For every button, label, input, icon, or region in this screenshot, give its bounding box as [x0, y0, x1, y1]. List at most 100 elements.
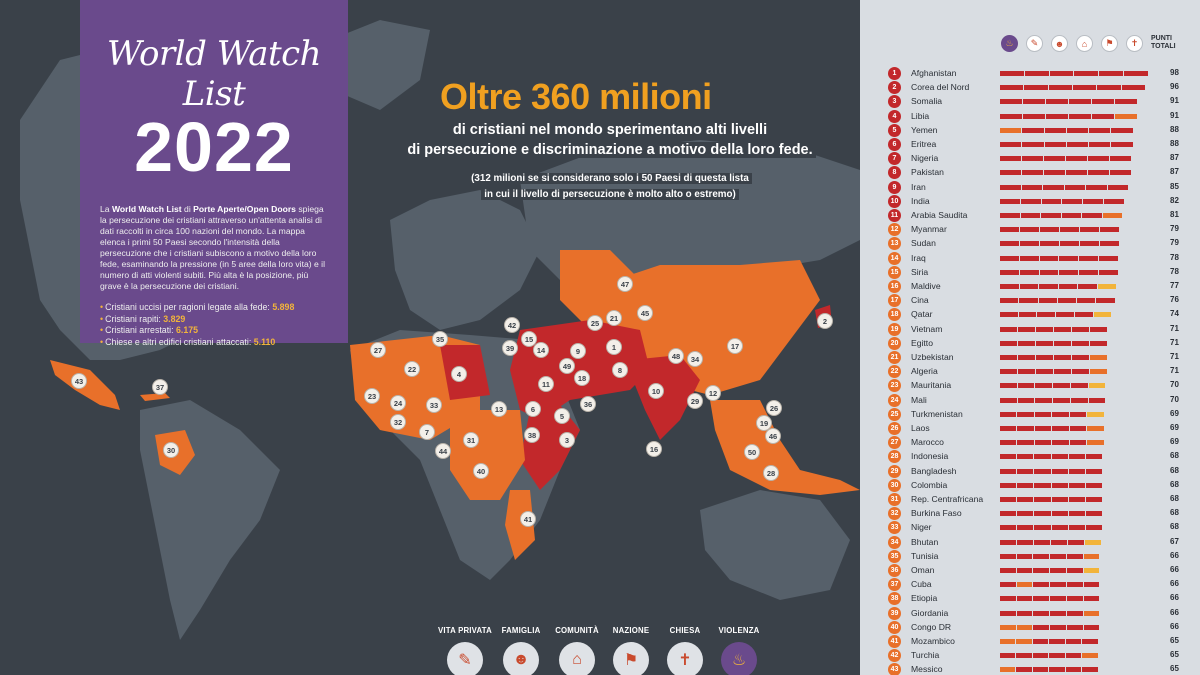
- country-row[interactable]: 11 Arabia Saudita 81: [888, 208, 1188, 222]
- country-row[interactable]: 2 Corea del Nord 96: [888, 80, 1188, 95]
- map-marker-44[interactable]: 44: [435, 443, 451, 459]
- map-marker-25[interactable]: 25: [587, 315, 603, 331]
- country-row[interactable]: 38 Etiopia 66: [888, 591, 1188, 606]
- country-row[interactable]: 10 India 82: [888, 194, 1188, 208]
- total-score: 78: [1170, 252, 1179, 262]
- country-row[interactable]: 39 Giordania 66: [888, 606, 1188, 620]
- map-marker-16[interactable]: 16: [646, 441, 662, 457]
- country-row[interactable]: 3 Somalia 91: [888, 94, 1188, 109]
- map-marker-23[interactable]: 23: [364, 388, 380, 404]
- country-row[interactable]: 18 Qatar 74: [888, 307, 1188, 322]
- map-marker-12[interactable]: 12: [705, 385, 721, 401]
- map-marker-35[interactable]: 35: [432, 331, 448, 347]
- country-row[interactable]: 8 Pakistan 87: [888, 165, 1188, 180]
- map-marker-27[interactable]: 27: [370, 342, 386, 358]
- country-row[interactable]: 36 Oman 66: [888, 563, 1188, 577]
- country-row[interactable]: 29 Bangladesh 68: [888, 464, 1188, 478]
- country-row[interactable]: 22 Algeria 71: [888, 364, 1188, 379]
- total-score: 68: [1170, 465, 1179, 475]
- map-marker-43[interactable]: 43: [71, 373, 87, 389]
- map-marker-46[interactable]: 46: [765, 428, 781, 444]
- country-row[interactable]: 5 Yemen 88: [888, 123, 1188, 137]
- map-marker-10[interactable]: 10: [648, 383, 664, 399]
- map-marker-15[interactable]: 15: [521, 331, 537, 347]
- country-row[interactable]: 43 Messico 65: [888, 662, 1188, 675]
- map-marker-13[interactable]: 13: [491, 401, 507, 417]
- map-marker-39[interactable]: 39: [502, 340, 518, 356]
- map-marker-42[interactable]: 42: [504, 317, 520, 333]
- country-row[interactable]: 14 Iraq 78: [888, 251, 1188, 265]
- map-marker-33[interactable]: 33: [426, 397, 442, 413]
- country-row[interactable]: 24 Mali 70: [888, 393, 1188, 407]
- map-marker-24[interactable]: 24: [390, 395, 406, 411]
- country-row[interactable]: 25 Turkmenistan 69: [888, 407, 1188, 421]
- country-row[interactable]: 4 Libia 91: [888, 109, 1188, 123]
- map-marker-7[interactable]: 7: [419, 424, 435, 440]
- country-row[interactable]: 7 Nigeria 87: [888, 151, 1188, 166]
- map-marker-18[interactable]: 18: [574, 370, 590, 386]
- country-row[interactable]: 12 Myanmar 79: [888, 222, 1188, 237]
- map-marker-22[interactable]: 22: [404, 361, 420, 377]
- country-row[interactable]: 15 Siria 78: [888, 265, 1188, 279]
- country-row[interactable]: 9 Iran 85: [888, 180, 1188, 194]
- country-row[interactable]: 20 Egitto 71: [888, 336, 1188, 350]
- country-row[interactable]: 30 Colombia 68: [888, 478, 1188, 492]
- map-marker-5[interactable]: 5: [554, 408, 570, 424]
- country-row[interactable]: 13 Sudan 79: [888, 236, 1188, 251]
- map-marker-17[interactable]: 17: [727, 338, 743, 354]
- map-marker-26[interactable]: 26: [766, 400, 782, 416]
- map-marker-2[interactable]: 2: [817, 313, 833, 329]
- map-marker-31[interactable]: 31: [463, 432, 479, 448]
- country-row[interactable]: 28 Indonesia 68: [888, 449, 1188, 464]
- map-marker-32[interactable]: 32: [390, 414, 406, 430]
- country-row[interactable]: 27 Marocco 69: [888, 435, 1188, 450]
- country-row[interactable]: 41 Mozambico 65: [888, 634, 1188, 648]
- map-marker-29[interactable]: 29: [687, 393, 703, 409]
- map-marker-49[interactable]: 49: [559, 358, 575, 374]
- map-marker-40[interactable]: 40: [473, 463, 489, 479]
- score-segment: [1017, 340, 1035, 346]
- country-row[interactable]: 26 Laos 69: [888, 421, 1188, 435]
- country-row[interactable]: 42 Turchia 65: [888, 648, 1188, 663]
- map-marker-45[interactable]: 45: [637, 305, 653, 321]
- country-row[interactable]: 33 Niger 68: [888, 520, 1188, 535]
- country-row[interactable]: 6 Eritrea 88: [888, 137, 1188, 151]
- map-marker-48[interactable]: 48: [668, 348, 684, 364]
- map-marker-28[interactable]: 28: [763, 465, 779, 481]
- score-segment: [1083, 596, 1100, 602]
- country-row[interactable]: 34 Bhutan 67: [888, 535, 1188, 549]
- country-row[interactable]: 19 Vietnam 71: [888, 322, 1188, 336]
- country-row[interactable]: 31 Rep. Centrafricana 68: [888, 492, 1188, 506]
- score-segment: [1072, 85, 1097, 91]
- country-row[interactable]: 1 Afghanistan 98: [888, 66, 1188, 80]
- map-marker-30[interactable]: 30: [163, 442, 179, 458]
- map-marker-8[interactable]: 8: [612, 362, 628, 378]
- map-marker-36[interactable]: 36: [580, 396, 596, 412]
- country-row[interactable]: 21 Uzbekistan 71: [888, 350, 1188, 364]
- map-marker-38[interactable]: 38: [524, 427, 540, 443]
- country-row[interactable]: 37 Cuba 66: [888, 577, 1188, 592]
- map-marker-41[interactable]: 41: [520, 511, 536, 527]
- rank-badge: 17: [888, 294, 901, 308]
- country-row[interactable]: 16 Maldive 77: [888, 279, 1188, 293]
- map-marker-19[interactable]: 19: [756, 415, 772, 431]
- stat-abducted: • Cristiani rapiti: 3.829: [100, 313, 186, 324]
- map-marker-4[interactable]: 4: [451, 366, 467, 382]
- map-marker-21[interactable]: 21: [606, 310, 622, 326]
- map-marker-1[interactable]: 1: [606, 339, 622, 355]
- map-marker-50[interactable]: 50: [744, 444, 760, 460]
- map-marker-6[interactable]: 6: [525, 401, 541, 417]
- country-row[interactable]: 40 Congo DR 66: [888, 620, 1188, 634]
- map-marker-11[interactable]: 11: [538, 376, 554, 392]
- total-score: 70: [1170, 380, 1179, 390]
- map-marker-14[interactable]: 14: [533, 342, 549, 358]
- country-row[interactable]: 35 Tunisia 66: [888, 549, 1188, 563]
- map-marker-3[interactable]: 3: [559, 432, 575, 448]
- country-row[interactable]: 32 Burkina Faso 68: [888, 506, 1188, 521]
- map-marker-47[interactable]: 47: [617, 276, 633, 292]
- country-row[interactable]: 23 Mauritania 70: [888, 378, 1188, 393]
- map-marker-9[interactable]: 9: [570, 343, 586, 359]
- map-marker-37[interactable]: 37: [152, 379, 168, 395]
- country-row[interactable]: 17 Cina 76: [888, 293, 1188, 308]
- map-marker-34[interactable]: 34: [687, 351, 703, 367]
